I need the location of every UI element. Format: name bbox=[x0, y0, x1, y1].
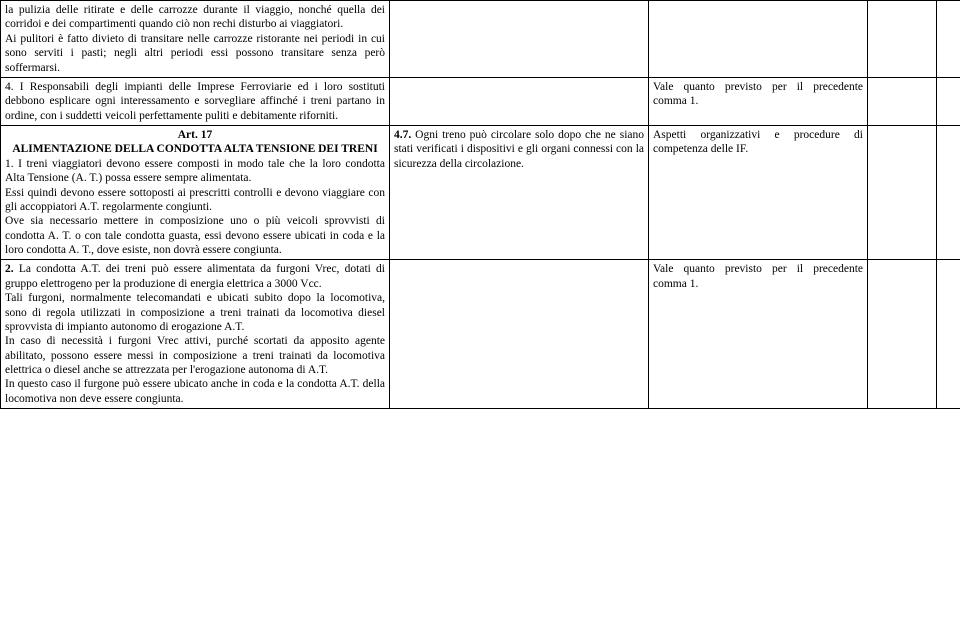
table-row: Art. 17 ALIMENTAZIONE DELLA CONDOTTA ALT… bbox=[1, 126, 960, 260]
article-subtitle: ALIMENTAZIONE DELLA CONDOTTA ALTA TENSIO… bbox=[5, 142, 385, 156]
cell-col5 bbox=[937, 1, 960, 78]
cell-text: la pulizia delle ritirate e delle carroz… bbox=[5, 4, 385, 74]
cell-text: 1. I treni viaggiatori devono essere com… bbox=[5, 158, 385, 256]
cell-col1: Art. 17 ALIMENTAZIONE DELLA CONDOTTA ALT… bbox=[1, 126, 390, 260]
cell-text: Aspetti organizzativi e procedure di com… bbox=[653, 129, 863, 155]
table-row: 2. La condotta A.T. dei treni può essere… bbox=[1, 260, 960, 409]
cell-bold-prefix: 4.7. bbox=[394, 129, 411, 141]
cell-col1: 2. La condotta A.T. dei treni può essere… bbox=[1, 260, 390, 409]
cell-col2: 4.7. Ogni treno può circolare solo dopo … bbox=[390, 126, 649, 260]
cell-col3: Aspetti organizzativi e procedure di com… bbox=[649, 126, 868, 260]
cell-col4 bbox=[868, 260, 937, 409]
cell-col3 bbox=[649, 1, 868, 78]
cell-col1: 4. I Responsabili degli impianti delle I… bbox=[1, 77, 390, 125]
cell-col4 bbox=[868, 1, 937, 78]
cell-bold-prefix: 2. bbox=[5, 263, 14, 275]
cell-col2 bbox=[390, 77, 649, 125]
table-row: la pulizia delle ritirate e delle carroz… bbox=[1, 1, 960, 78]
cell-col4 bbox=[868, 77, 937, 125]
cell-col3: Vale quanto previsto per il precedente c… bbox=[649, 77, 868, 125]
document-table: la pulizia delle ritirate e delle carroz… bbox=[0, 0, 960, 409]
article-title: Art. 17 bbox=[5, 128, 385, 142]
cell-col5: X bbox=[937, 126, 960, 260]
cell-col4 bbox=[868, 126, 937, 260]
cell-text: Ogni treno può circolare solo dopo che n… bbox=[394, 129, 644, 170]
cell-text: Vale quanto previsto per il precedente c… bbox=[653, 263, 863, 289]
cell-col3: Vale quanto previsto per il precedente c… bbox=[649, 260, 868, 409]
cell-col1: la pulizia delle ritirate e delle carroz… bbox=[1, 1, 390, 78]
cell-col2 bbox=[390, 260, 649, 409]
cell-col5 bbox=[937, 260, 960, 409]
cell-text: 4. I Responsabili degli impianti delle I… bbox=[5, 81, 385, 122]
cell-col5 bbox=[937, 77, 960, 125]
cell-text: La condotta A.T. dei treni può essere al… bbox=[5, 263, 385, 404]
table-row: 4. I Responsabili degli impianti delle I… bbox=[1, 77, 960, 125]
cell-col2 bbox=[390, 1, 649, 78]
cell-text: Vale quanto previsto per il precedente c… bbox=[653, 81, 863, 107]
